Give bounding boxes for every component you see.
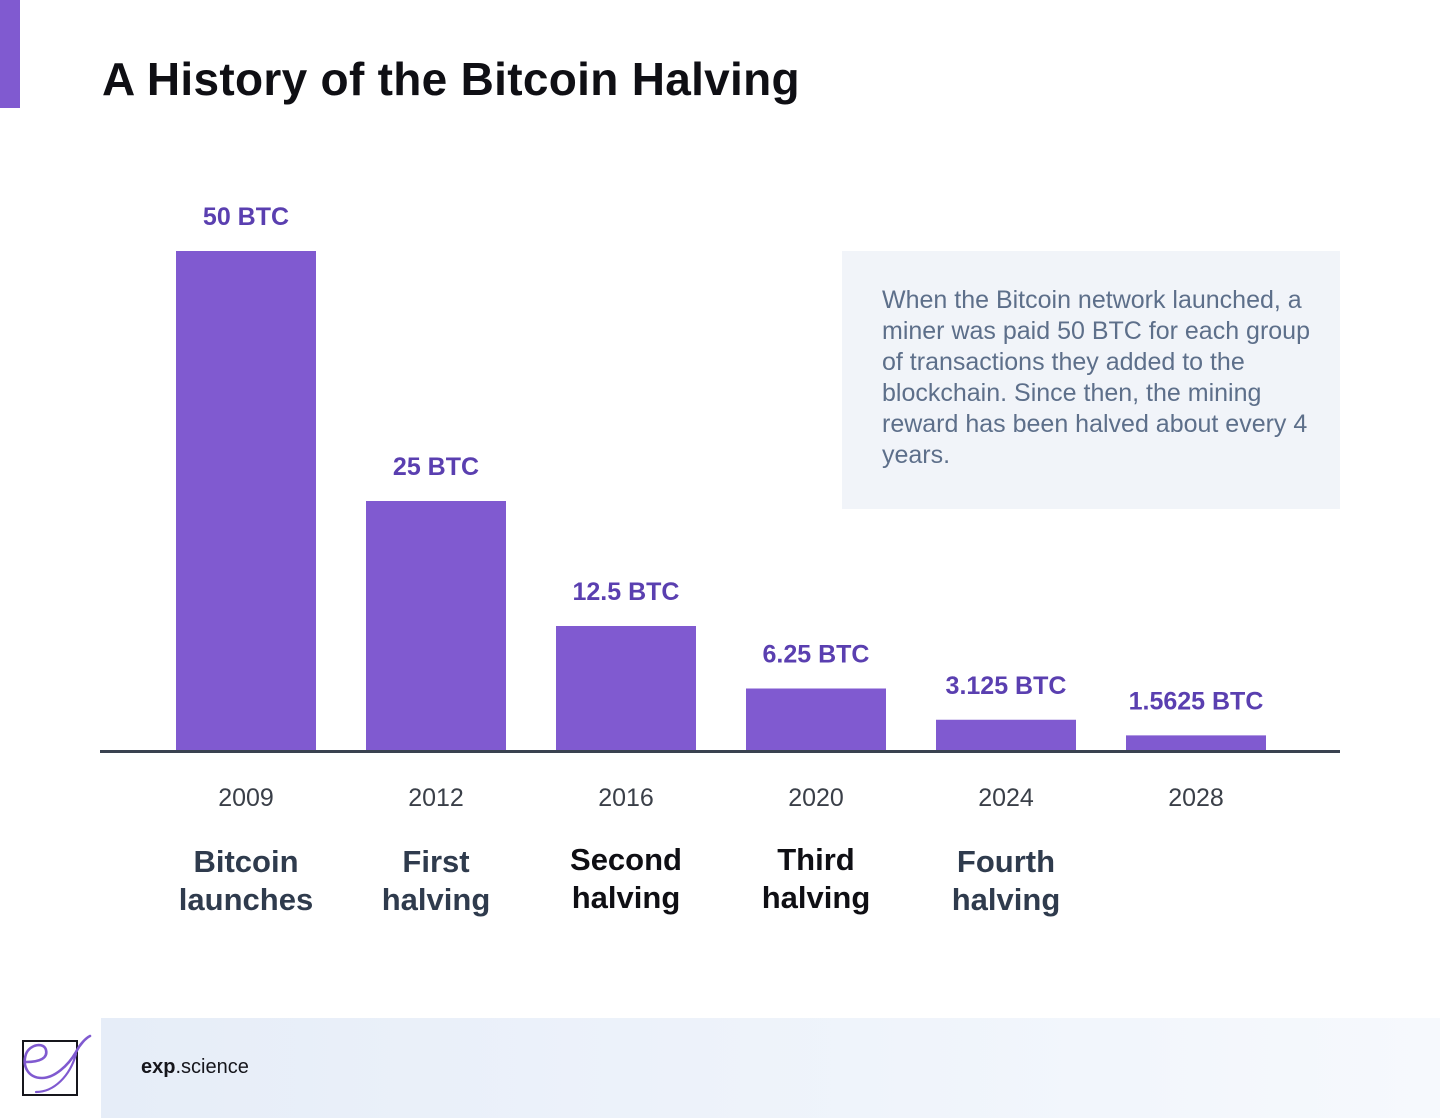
- footer-band: exp.science: [101, 1018, 1440, 1118]
- value-label-2012: 25 BTC: [393, 453, 479, 481]
- value-label-2024: 3.125 BTC: [946, 672, 1067, 700]
- tick-label-2020: 2020: [788, 784, 844, 812]
- tick-label-2009: 2009: [218, 784, 274, 812]
- brand-text-bold: exp: [141, 1056, 176, 1078]
- bar-2012: [366, 501, 506, 751]
- event-label-2009-line-2: launches: [179, 882, 313, 917]
- event-label-2009-line-1: Bitcoin: [193, 844, 298, 879]
- brand-text: exp.science: [141, 1056, 249, 1079]
- tick-label-2012: 2012: [408, 784, 464, 812]
- value-label-2016: 12.5 BTC: [573, 578, 680, 606]
- brand-text-rest: .science: [175, 1056, 249, 1078]
- event-label-2012-line-1: First: [402, 844, 469, 879]
- bar-2020: [746, 688, 886, 751]
- event-label-2020-line-1: Third: [777, 842, 855, 877]
- tick-label-2024: 2024: [978, 784, 1034, 812]
- tick-label-2016: 2016: [598, 784, 654, 812]
- info-box: When the Bitcoin network launched, a min…: [842, 251, 1340, 509]
- bar-2009: [176, 251, 316, 751]
- exp-science-logo-icon: [23, 1034, 92, 1094]
- event-label-2012-line-2: halving: [382, 882, 491, 917]
- bar-2024: [936, 719, 1076, 751]
- event-label-2020-line-2: halving: [762, 880, 871, 915]
- logo-frame: [22, 1040, 78, 1096]
- event-label-2024-line-2: halving: [952, 882, 1061, 917]
- event-label-2016-line-1: Second: [570, 842, 682, 877]
- event-label-2024-line-1: Fourth: [957, 844, 1055, 879]
- bar-2028: [1126, 735, 1266, 751]
- event-label-2016-line-2: halving: [572, 880, 681, 915]
- tick-label-2028: 2028: [1168, 784, 1224, 812]
- value-label-2009: 50 BTC: [203, 203, 289, 231]
- page-title: A History of the Bitcoin Halving: [102, 53, 800, 105]
- info-text: When the Bitcoin network launched, a min…: [882, 286, 1310, 469]
- value-label-2020: 6.25 BTC: [763, 641, 870, 669]
- value-label-2028: 1.5625 BTC: [1129, 687, 1264, 715]
- bar-2016: [556, 626, 696, 751]
- accent-bar: [0, 0, 20, 108]
